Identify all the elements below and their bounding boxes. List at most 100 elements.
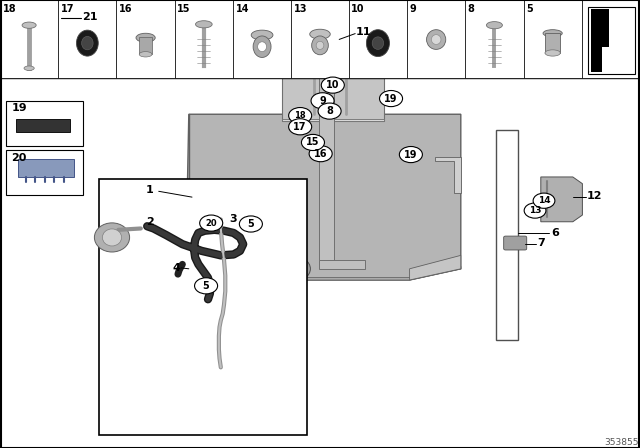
Circle shape [200, 215, 223, 231]
Ellipse shape [257, 42, 267, 52]
Text: 3: 3 [229, 214, 237, 224]
Text: 5: 5 [203, 281, 209, 291]
Circle shape [311, 93, 334, 109]
Text: 15: 15 [177, 4, 191, 13]
Bar [0, 0, 640, 78]
Text: 20: 20 [205, 219, 217, 228]
Text: 8: 8 [326, 106, 333, 116]
Text: 13: 13 [529, 206, 541, 215]
Ellipse shape [253, 36, 271, 57]
Circle shape [318, 103, 341, 119]
Text: 4: 4 [173, 263, 180, 273]
Ellipse shape [82, 36, 93, 50]
Bar [6, 150, 83, 195]
Polygon shape [186, 114, 461, 280]
Circle shape [232, 261, 255, 277]
Circle shape [280, 261, 302, 276]
Text: 12: 12 [587, 191, 602, 201]
Bar [266, 36, 282, 44]
Bar [233, 0, 291, 78]
Text: 353855: 353855 [604, 438, 639, 447]
Text: 5: 5 [526, 4, 533, 13]
Text: 9: 9 [410, 4, 417, 13]
Text: 17: 17 [61, 4, 74, 13]
Ellipse shape [22, 22, 36, 28]
Circle shape [380, 90, 403, 107]
Text: 2: 2 [146, 217, 154, 227]
Polygon shape [319, 43, 334, 264]
Polygon shape [18, 159, 74, 177]
Bar [16, 119, 70, 132]
Bar [175, 0, 233, 78]
Bar [407, 0, 465, 78]
Ellipse shape [77, 30, 99, 56]
Polygon shape [282, 78, 384, 121]
Text: 7: 7 [538, 238, 545, 248]
Text: 14: 14 [538, 196, 550, 205]
Ellipse shape [196, 21, 212, 28]
Text: 17: 17 [293, 122, 307, 132]
Ellipse shape [545, 50, 561, 56]
Text: 9: 9 [319, 96, 326, 106]
Circle shape [289, 108, 312, 124]
Ellipse shape [367, 30, 389, 56]
Circle shape [524, 203, 546, 218]
Bar [465, 0, 524, 78]
Polygon shape [410, 255, 461, 280]
Text: 13: 13 [294, 4, 307, 13]
Text: 18: 18 [3, 4, 16, 13]
Ellipse shape [312, 36, 328, 55]
Bar [116, 0, 175, 78]
Text: 11: 11 [356, 27, 371, 37]
Bar [582, 0, 640, 78]
Bar [140, 37, 152, 54]
Text: 14: 14 [236, 4, 249, 13]
Polygon shape [186, 267, 461, 280]
Ellipse shape [426, 30, 445, 49]
Text: 10: 10 [326, 80, 340, 90]
Ellipse shape [543, 30, 563, 37]
Ellipse shape [431, 34, 441, 44]
Ellipse shape [95, 223, 129, 252]
Circle shape [195, 278, 218, 294]
Text: 16: 16 [314, 149, 328, 159]
FancyBboxPatch shape [504, 236, 527, 250]
Text: 19: 19 [12, 103, 27, 113]
Bar [545, 33, 561, 53]
Circle shape [272, 255, 310, 282]
Circle shape [407, 36, 422, 47]
Circle shape [239, 216, 262, 232]
Polygon shape [541, 177, 582, 222]
Ellipse shape [251, 30, 273, 40]
Circle shape [289, 119, 312, 135]
Text: 18: 18 [294, 111, 306, 120]
Circle shape [321, 77, 344, 93]
Ellipse shape [486, 22, 502, 29]
Text: 16: 16 [119, 4, 132, 13]
Polygon shape [282, 119, 384, 121]
Text: 8: 8 [468, 4, 475, 13]
Circle shape [399, 146, 422, 163]
Ellipse shape [316, 41, 324, 49]
Text: 15: 15 [306, 138, 320, 147]
Text: 6: 6 [552, 228, 559, 238]
Text: 19: 19 [384, 94, 398, 103]
Circle shape [223, 254, 264, 283]
Text: 20: 20 [12, 153, 27, 163]
Text: 10: 10 [351, 4, 365, 13]
Ellipse shape [24, 66, 34, 70]
Ellipse shape [372, 37, 384, 49]
Text: 19: 19 [404, 150, 418, 159]
Ellipse shape [136, 33, 155, 42]
Bar [524, 0, 582, 78]
Polygon shape [435, 157, 461, 193]
Circle shape [301, 134, 324, 151]
Bar [99, 179, 307, 435]
Bar [6, 101, 83, 146]
Polygon shape [591, 9, 609, 72]
Bar [58, 0, 116, 78]
Bar [0, 0, 58, 78]
Bar [349, 0, 407, 78]
Text: 5: 5 [248, 219, 254, 229]
Ellipse shape [45, 13, 63, 23]
